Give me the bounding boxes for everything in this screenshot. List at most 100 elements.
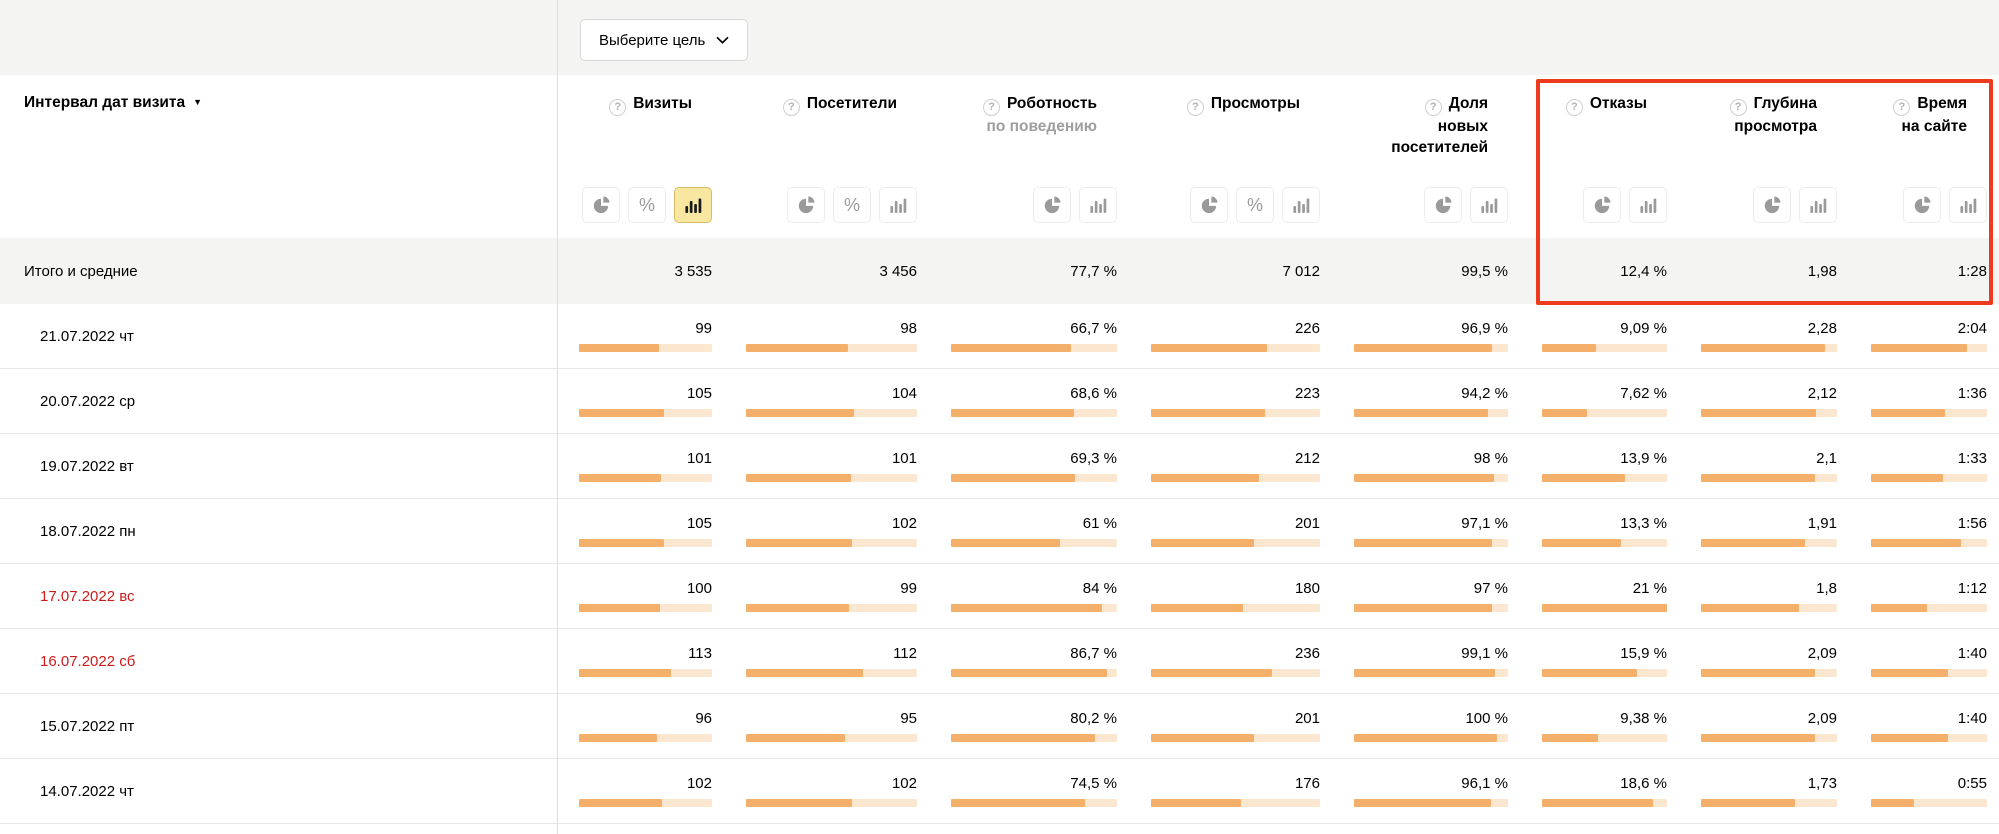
- cell-time-on-site: 1:40: [1849, 629, 1999, 693]
- metric-value: 1:40: [1957, 645, 1987, 662]
- cell-views: 176: [1129, 759, 1332, 823]
- cell-time-on-site: 0:55: [1849, 759, 1999, 823]
- metric-value: 1:36: [1957, 385, 1987, 402]
- metric-value: 102: [686, 775, 712, 792]
- metric-value: 94,2 %: [1461, 385, 1508, 402]
- new-visitors-share-pie-chart-toggle[interactable]: [1424, 187, 1462, 223]
- cell-views: 201: [1129, 499, 1332, 563]
- help-icon[interactable]: ?: [782, 99, 800, 116]
- cell-time-on-site: 1:40: [1849, 694, 1999, 758]
- visitors-bar-chart-toggle[interactable]: [879, 187, 917, 223]
- value-bar: [579, 734, 712, 742]
- value-bar: [1151, 734, 1320, 742]
- column-title: Визиты: [633, 95, 692, 112]
- time-on-site-bar-chart-toggle[interactable]: [1949, 187, 1987, 223]
- help-icon[interactable]: ?: [1186, 99, 1204, 116]
- column-title: Отказы: [1589, 95, 1647, 112]
- bounces-bar-chart-toggle[interactable]: [1629, 187, 1667, 223]
- visits-pie-chart-toggle[interactable]: [582, 187, 620, 223]
- cell-robotness: 61 %: [929, 499, 1129, 563]
- metric-value: 21 %: [1632, 580, 1667, 597]
- date-column-header[interactable]: Интервал дат визита ▼: [24, 94, 203, 111]
- cell-views: 180: [1129, 564, 1332, 628]
- total-value-bounces: 12,4 %: [1620, 262, 1667, 280]
- depth-pie-chart-toggle[interactable]: [1753, 187, 1791, 223]
- cell-depth: 2,09: [1679, 694, 1849, 758]
- help-icon[interactable]: ?: [1424, 99, 1442, 116]
- pie-chart-icon: [593, 196, 610, 214]
- value-bar: [1354, 539, 1508, 547]
- view-toggle-group: [1424, 187, 1508, 223]
- value-bar: [746, 734, 917, 742]
- metric-value: 1,73: [1807, 775, 1837, 792]
- visitors-percent-toggle[interactable]: %: [833, 187, 871, 223]
- cell-robotness: 74,5 %: [929, 759, 1129, 823]
- column-header-robotness: ? Роботность по поведению: [929, 75, 1129, 238]
- metric-value: 2:04: [1957, 320, 1987, 337]
- cell-robotness: 69,3 %: [929, 434, 1129, 498]
- bar-chart-icon: [889, 198, 906, 213]
- visits-bar-chart-toggle[interactable]: [674, 187, 712, 223]
- metric-value: 102: [891, 775, 917, 792]
- pie-chart-icon: [1914, 196, 1931, 214]
- cell-views: 212: [1129, 434, 1332, 498]
- column-header-new-visitors-share: ? Доля новых посетителей: [1332, 75, 1520, 238]
- metric-value: 104: [891, 385, 917, 402]
- time-on-site-pie-chart-toggle[interactable]: [1903, 187, 1941, 223]
- depth-bar-chart-toggle[interactable]: [1799, 187, 1837, 223]
- metric-value: 96: [695, 710, 712, 727]
- value-bar: [1354, 409, 1508, 417]
- cell-views: 223: [1129, 369, 1332, 433]
- metric-value: 1:12: [1957, 580, 1987, 597]
- value-bar: [579, 799, 712, 807]
- views-pie-chart-toggle[interactable]: [1190, 187, 1228, 223]
- cell-bounces: 9,38 %: [1520, 694, 1679, 758]
- select-goal-label: Выберите цель: [599, 31, 706, 49]
- total-value-views: 7 012: [1282, 262, 1320, 280]
- views-percent-toggle[interactable]: %: [1236, 187, 1274, 223]
- bar-chart-icon: [1292, 198, 1309, 213]
- cell-bounces: 13,3 %: [1520, 499, 1679, 563]
- value-bar: [1542, 474, 1667, 482]
- help-icon[interactable]: ?: [1729, 99, 1747, 116]
- metric-value: 1:56: [1957, 515, 1987, 532]
- bar-chart-icon: [1480, 198, 1497, 213]
- cell-views: 236: [1129, 629, 1332, 693]
- cell-depth: 1,73: [1679, 759, 1849, 823]
- value-bar: [1354, 474, 1508, 482]
- new-visitors-share-bar-chart-toggle[interactable]: [1470, 187, 1508, 223]
- cell-depth: 2,1: [1679, 434, 1849, 498]
- bar-chart-icon: [1959, 198, 1976, 213]
- help-icon[interactable]: ?: [982, 99, 1000, 116]
- bounces-pie-chart-toggle[interactable]: [1583, 187, 1621, 223]
- value-bar: [951, 539, 1117, 547]
- value-bar: [1151, 539, 1320, 547]
- value-bar: [1151, 409, 1320, 417]
- value-bar: [951, 344, 1117, 352]
- column-title: Время: [1917, 95, 1967, 112]
- robotness-bar-chart-toggle[interactable]: [1079, 187, 1117, 223]
- cell-new-visitors-share: 96,9 %: [1332, 304, 1520, 368]
- visits-percent-toggle[interactable]: %: [628, 187, 666, 223]
- visitors-pie-chart-toggle[interactable]: [787, 187, 825, 223]
- cell-bounces: 18,6 %: [1520, 759, 1679, 823]
- column-subtitle: по поведению: [986, 118, 1098, 135]
- value-bar: [1542, 734, 1667, 742]
- help-icon[interactable]: ?: [1565, 99, 1583, 116]
- cell-robotness: 84 %: [929, 564, 1129, 628]
- value-bar: [1871, 409, 1987, 417]
- metric-value: 7,62 %: [1620, 385, 1667, 402]
- views-bar-chart-toggle[interactable]: [1282, 187, 1320, 223]
- row-date: 18.07.2022 пн: [40, 522, 136, 540]
- cell-bounces: 7,62 %: [1520, 369, 1679, 433]
- help-icon[interactable]: ?: [609, 99, 627, 116]
- value-bar: [1542, 604, 1667, 612]
- table-body: 21.07.2022 чт 99 98 66,7 % 226 96,9 % 9,09 % 2,…: [0, 304, 1999, 824]
- help-icon[interactable]: ?: [1893, 99, 1911, 116]
- metric-value: 2,09: [1807, 710, 1837, 727]
- column-header-time-on-site: ? Время на сайте: [1849, 75, 1999, 238]
- value-bar: [746, 669, 917, 677]
- cell-new-visitors-share: 96,1 %: [1332, 759, 1520, 823]
- robotness-pie-chart-toggle[interactable]: [1033, 187, 1071, 223]
- select-goal-button[interactable]: Выберите цель: [580, 19, 749, 61]
